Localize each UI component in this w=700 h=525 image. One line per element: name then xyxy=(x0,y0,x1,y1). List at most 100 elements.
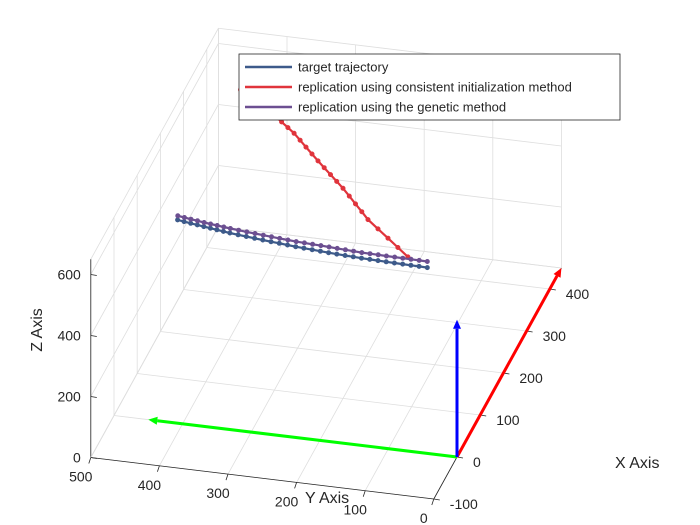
back-grid-z xyxy=(90,43,219,275)
series-2-point-23 xyxy=(236,227,242,233)
x-tick-label: 400 xyxy=(566,286,590,302)
series-0-point-5 xyxy=(383,259,389,265)
series-0-point-32 xyxy=(175,217,181,223)
series-0-point-29 xyxy=(194,222,200,228)
z-tick-mark xyxy=(90,396,97,398)
series-2-point-18 xyxy=(277,235,283,241)
legend-label-consistent: replication using consistent initializat… xyxy=(298,80,572,95)
series-1-point-13 xyxy=(309,151,315,157)
series-0-point-20 xyxy=(260,237,266,243)
legend-box xyxy=(238,53,621,121)
z-tick-label: 400 xyxy=(57,328,81,344)
series-1-point-5 xyxy=(359,209,365,215)
legend-label-genetic: replication using the genetic method xyxy=(298,100,506,115)
series-2-point-7 xyxy=(367,251,373,257)
arrow-head-1 xyxy=(148,416,158,425)
x-tick-label: 200 xyxy=(519,370,543,386)
series-2-point-32 xyxy=(175,213,181,219)
y-tick-mark xyxy=(362,490,366,497)
series-2-point-31 xyxy=(181,215,187,221)
y-axis-line xyxy=(90,457,434,500)
series-0-point-16 xyxy=(293,244,299,250)
legend-label-target: target trajectory xyxy=(298,60,389,75)
series-2-point-28 xyxy=(201,220,207,226)
series-1-point-9 xyxy=(334,178,340,184)
x-tick-label: 0 xyxy=(473,454,481,470)
series-2-point-15 xyxy=(301,240,307,246)
series-0-point-10 xyxy=(342,253,348,259)
series-2-point-11 xyxy=(334,245,340,251)
series-2-point-3 xyxy=(400,255,406,261)
series-1-point-8 xyxy=(340,185,346,191)
y-tick-label: 200 xyxy=(275,493,299,509)
series-2-point-17 xyxy=(285,237,291,243)
series-0-point-28 xyxy=(201,224,207,230)
y-tick-label: 400 xyxy=(138,477,162,493)
x-axis-label: X Axis xyxy=(615,455,659,472)
series-2-point-6 xyxy=(375,252,381,258)
series-2-point-30 xyxy=(188,216,194,222)
z-tick-mark xyxy=(90,274,97,276)
tick-labels: -100 0 100 200 300 400 0 100 200 300 400 500 0 200 400… xyxy=(57,267,589,525)
x-tick-label: 300 xyxy=(543,328,567,344)
series-0-point-17 xyxy=(284,242,290,248)
floor-grid-y xyxy=(227,242,356,475)
arrow-shaft-1 xyxy=(157,419,458,459)
series-0-point-26 xyxy=(214,227,220,233)
floor-grid-x xyxy=(206,247,550,290)
y-tick-label: 300 xyxy=(206,485,230,501)
y-tick-label: 100 xyxy=(344,502,368,518)
series-0-point-19 xyxy=(268,239,274,245)
y-tick-mark xyxy=(88,457,92,464)
series-2-point-14 xyxy=(310,241,316,247)
arrow-head-2 xyxy=(453,319,461,329)
series-1-point-14 xyxy=(303,144,309,150)
series-1-point-3 xyxy=(375,226,381,232)
series-1-point-6 xyxy=(352,201,358,207)
series-1-point-2 xyxy=(385,235,391,241)
series-0-point-2 xyxy=(408,262,414,268)
series-2-point-26 xyxy=(214,223,220,229)
series-0-point-25 xyxy=(220,228,226,234)
series-2-point-20 xyxy=(260,232,266,238)
series-0-point-15 xyxy=(301,245,307,251)
legend[interactable]: target trajectory replication using cons… xyxy=(238,53,621,121)
series-0-point-21 xyxy=(252,235,258,241)
y-axis-label: Y Axis xyxy=(305,490,349,507)
back-grid-z xyxy=(90,104,219,336)
series-2-point-16 xyxy=(293,239,299,245)
series-2-point-13 xyxy=(318,243,324,249)
x-tick-mark xyxy=(433,498,440,501)
series-2-point-21 xyxy=(252,231,258,237)
box-edge xyxy=(90,226,219,458)
x-tick-label: 100 xyxy=(496,412,520,428)
series-0-point-22 xyxy=(243,234,249,240)
z-tick-label: 0 xyxy=(73,450,81,466)
series-0-point-4 xyxy=(391,260,397,266)
floor-grid-x xyxy=(137,373,481,416)
series-0-point-0 xyxy=(424,265,430,271)
x-tick-label: -100 xyxy=(450,496,478,512)
series-2-point-22 xyxy=(244,229,250,235)
series-1-point-15 xyxy=(297,137,303,143)
series-2-point-2 xyxy=(408,256,414,262)
series-0-point-9 xyxy=(350,254,356,260)
series-2-point-1 xyxy=(416,257,422,263)
series-1-point-11 xyxy=(321,165,327,171)
series-2-point-4 xyxy=(392,254,398,260)
direction-arrows xyxy=(148,268,562,459)
series-0-point-3 xyxy=(400,261,406,267)
series-2-point-9 xyxy=(351,248,357,254)
series-2-point-5 xyxy=(383,253,389,259)
y-tick-mark xyxy=(431,498,435,506)
series-2-point-29 xyxy=(195,218,201,224)
floor-grid-x xyxy=(160,331,504,374)
series-0-point-31 xyxy=(181,219,187,225)
series-0-point-1 xyxy=(416,263,422,269)
z-axis-label: Z Axis xyxy=(29,308,46,352)
series-0-point-13 xyxy=(317,248,323,254)
y-tick-label: 500 xyxy=(69,469,93,485)
floor-grid-y xyxy=(364,259,494,491)
z-tick-mark xyxy=(90,335,97,337)
